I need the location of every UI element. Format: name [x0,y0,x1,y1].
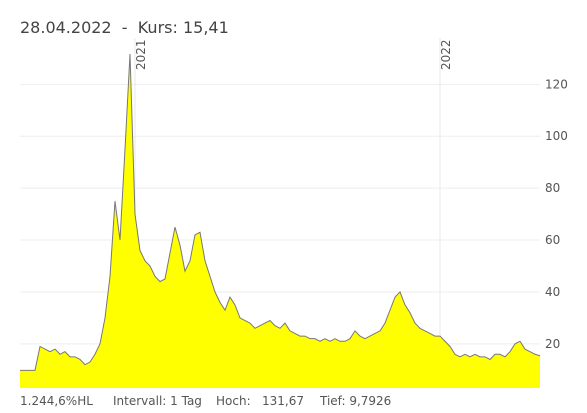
stat-label: Tief: 9,7926 [319,394,391,408]
chart-title: 28.04.2022 - Kurs: 15,41 [20,18,229,37]
y-tick-label: 120 [545,77,568,91]
y-tick-label: 20 [545,337,560,351]
stat-label: 131,67 [262,394,304,408]
stat-label: Intervall: 1 Tag [113,394,202,408]
area [20,54,540,388]
stat-label: Hoch: [216,394,251,408]
stat-label: 1.244,6%HL [20,394,93,408]
line [19,53,541,371]
x-tick-label: 2022 [439,39,453,70]
y-tick-label: 100 [545,129,568,143]
y-tick-label: 80 [545,181,560,195]
x-tick-label: 2021 [134,39,148,70]
y-tick-label: 40 [545,285,560,299]
y-tick-label: 60 [545,233,560,247]
